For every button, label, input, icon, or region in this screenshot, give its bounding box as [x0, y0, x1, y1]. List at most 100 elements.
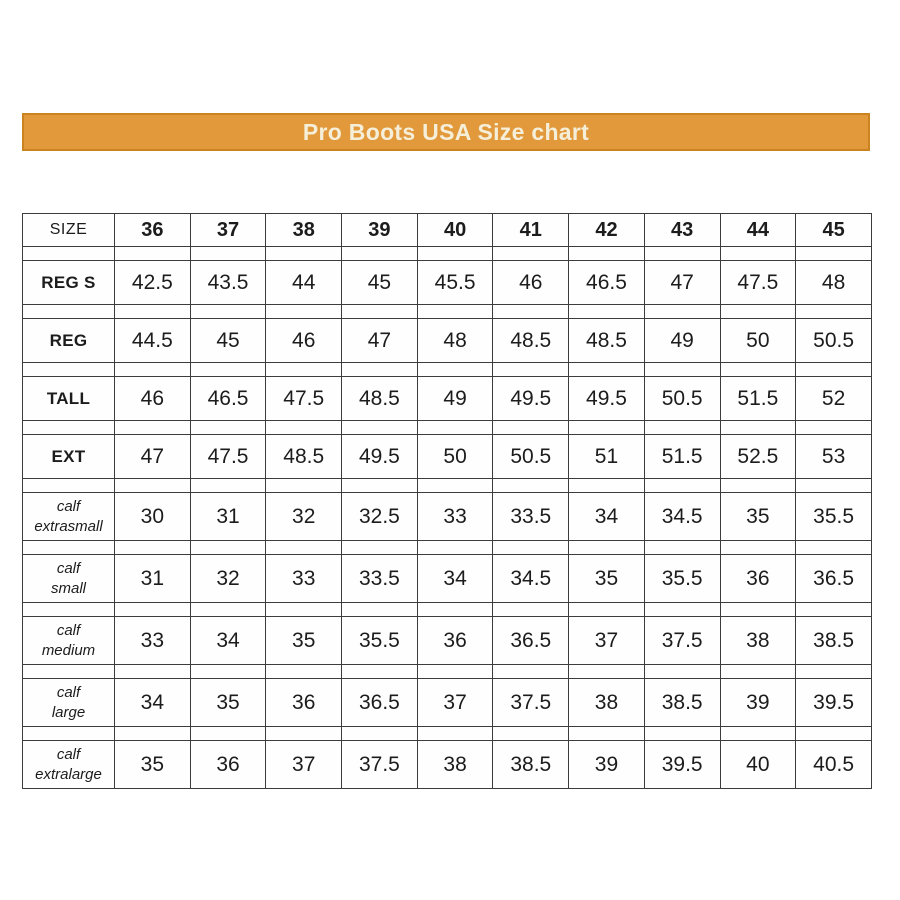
- spacer-cell: [492, 304, 570, 319]
- spacer-cell: [719, 420, 797, 435]
- spacer-cell: [265, 540, 343, 555]
- size-value-cell: 49.5: [568, 376, 645, 421]
- size-value-cell: 47.5: [189, 434, 267, 479]
- size-value-cell: 48.5: [492, 318, 570, 363]
- spacer-cell: [795, 602, 872, 617]
- spacer-cell: [719, 304, 797, 319]
- size-value-cell: 35: [265, 616, 343, 665]
- size-column-header: 43: [643, 213, 721, 247]
- size-column-header: 39: [341, 213, 418, 247]
- spacer-cell: [265, 362, 343, 377]
- size-value-cell: 36.5: [341, 678, 418, 727]
- size-column-header: 36: [114, 213, 191, 247]
- size-value-cell: 50.5: [643, 376, 721, 421]
- size-value-cell: 48.5: [265, 434, 343, 479]
- spacer-cell: [568, 664, 645, 679]
- size-column-header: 40: [416, 213, 494, 247]
- spacer-cell: [416, 304, 494, 319]
- table-row: EXT 47 47.5 48.5 49.5 50 50.5 51 51.5 52.5 53: [22, 434, 872, 479]
- spacer-cell: [719, 362, 797, 377]
- size-value-cell: 38: [568, 678, 645, 727]
- spacer-cell: [492, 602, 570, 617]
- size-value-cell: 48.5: [568, 318, 645, 363]
- spacer-cell: [795, 304, 872, 319]
- spacer-cell: [643, 540, 721, 555]
- spacer-cell: [492, 478, 570, 493]
- row-label-line: medium: [41, 641, 96, 659]
- spacer-cell: [114, 478, 191, 493]
- size-value-cell: 36.5: [492, 616, 570, 665]
- spacer-cell: [341, 362, 418, 377]
- size-value-cell: 36.5: [795, 554, 872, 603]
- size-value-cell: 34.5: [643, 492, 721, 541]
- size-value-cell: 48: [416, 318, 494, 363]
- size-value-cell: 32.5: [341, 492, 418, 541]
- size-value-cell: 49: [643, 318, 721, 363]
- row-label-line: REG: [49, 330, 88, 350]
- row-label-line: calf: [56, 684, 81, 701]
- size-value-cell: 38.5: [643, 678, 721, 727]
- spacer-row: [22, 664, 872, 679]
- size-value-cell: 46: [265, 318, 343, 363]
- row-label: REG S: [22, 260, 115, 305]
- spacer-cell: [795, 726, 872, 741]
- table-row: TALL 46 46.5 47.5 48.5 49 49.5 49.5 50.5 51.5 52: [22, 376, 872, 421]
- size-value-cell: 34: [114, 678, 191, 727]
- size-table-body: SIZE 36 37 38 39 40 41 42 43 44 45 REG S 42.5 43.5 44 4…: [22, 213, 872, 789]
- spacer-cell: [22, 246, 115, 261]
- spacer-cell: [643, 420, 721, 435]
- size-value-cell: 47.5: [265, 376, 343, 421]
- spacer-cell: [643, 602, 721, 617]
- size-value-cell: 45: [189, 318, 267, 363]
- size-value-cell: 34.5: [492, 554, 570, 603]
- size-value-cell: 37.5: [643, 616, 721, 665]
- row-label-line: calf: [56, 622, 81, 639]
- spacer-cell: [416, 602, 494, 617]
- row-label: EXT: [22, 434, 115, 479]
- size-value-cell: 46: [492, 260, 570, 305]
- spacer-cell: [114, 602, 191, 617]
- spacer-cell: [114, 362, 191, 377]
- size-value-cell: 37: [265, 740, 343, 789]
- spacer-cell: [492, 726, 570, 741]
- size-value-cell: 36: [416, 616, 494, 665]
- row-label-line: calf: [56, 560, 81, 577]
- size-value-cell: 37.5: [341, 740, 418, 789]
- spacer-row: [22, 726, 872, 741]
- spacer-cell: [265, 246, 343, 261]
- row-label-line: EXT: [51, 446, 86, 466]
- row-label-line: small: [50, 579, 86, 597]
- row-label-line: TALL: [46, 388, 91, 408]
- row-label: REG: [22, 318, 115, 363]
- spacer-cell: [189, 602, 267, 617]
- spacer-cell: [341, 540, 418, 555]
- table-row: calf large 34 35 36 36.5 37 37.5 38 38.5 39 39.5: [22, 678, 872, 727]
- spacer-cell: [22, 362, 115, 377]
- spacer-cell: [568, 478, 645, 493]
- spacer-cell: [492, 540, 570, 555]
- spacer-cell: [719, 726, 797, 741]
- size-value-cell: 34: [189, 616, 267, 665]
- spacer-cell: [189, 246, 267, 261]
- row-label-line: extralarge: [35, 765, 102, 783]
- row-label: calf large: [22, 678, 115, 727]
- spacer-row: [22, 478, 872, 493]
- size-value-cell: 46.5: [189, 376, 267, 421]
- spacer-cell: [568, 540, 645, 555]
- spacer-cell: [265, 420, 343, 435]
- size-value-cell: 33: [265, 554, 343, 603]
- size-value-cell: 31: [189, 492, 267, 541]
- spacer-cell: [189, 304, 267, 319]
- spacer-cell: [189, 362, 267, 377]
- size-value-cell: 37.5: [492, 678, 570, 727]
- row-label-line: large: [51, 703, 86, 721]
- size-value-cell: 35: [568, 554, 645, 603]
- row-label: TALL: [22, 376, 115, 421]
- spacer-cell: [643, 362, 721, 377]
- table-row: calf medium 33 34 35 35.5 36 36.5 37 37.5 38 38.5: [22, 616, 872, 665]
- size-value-cell: 35.5: [643, 554, 721, 603]
- spacer-row: [22, 420, 872, 435]
- spacer-cell: [22, 602, 115, 617]
- spacer-cell: [189, 478, 267, 493]
